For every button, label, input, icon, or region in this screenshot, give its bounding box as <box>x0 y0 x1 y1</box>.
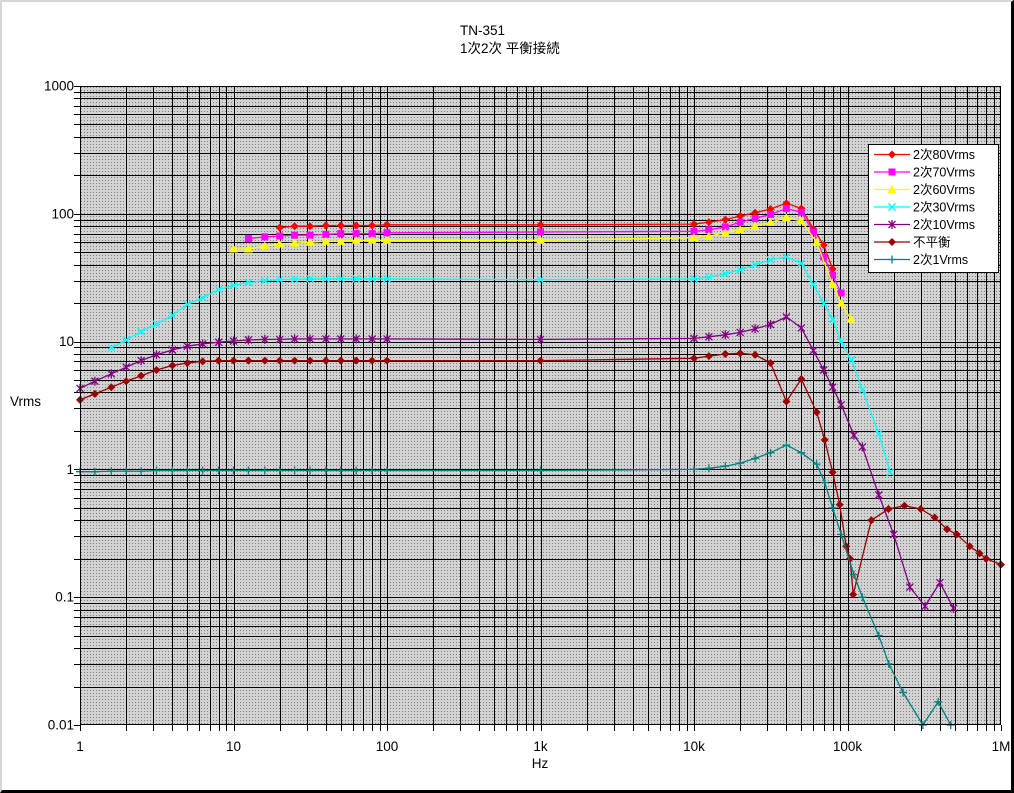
y-tick-1: 1 <box>66 462 74 477</box>
series-6[interactable] <box>76 441 955 729</box>
legend-label-0: 2次80Vrms <box>913 148 975 162</box>
chart-subtitle: 1次2次 平衡接続 <box>460 40 560 56</box>
chart-title: TN-351 <box>460 23 505 38</box>
legend-label-2: 2次60Vrms <box>913 183 975 197</box>
x-axis-label: Hz <box>532 756 549 771</box>
x-tick-100: 100 <box>376 739 399 754</box>
legend-label-6: 2次1Vrms <box>913 253 968 267</box>
legend[interactable]: 2次80Vrms 2次70Vrms 2次60Vrms 2次30Vrms 2次10… <box>868 144 999 273</box>
y-tick-0-1: 0.1 <box>55 590 74 605</box>
x-tick-10k: 10k <box>683 739 705 754</box>
legend-label-5: 不平衡 <box>913 236 951 250</box>
axis-ticks <box>74 86 1002 731</box>
y-tick-10: 10 <box>59 334 74 349</box>
x-tick-1k: 1k <box>533 739 548 754</box>
plot-border <box>80 86 1001 725</box>
legend-label-4: 2次10Vrms <box>913 218 975 232</box>
legend-label-1: 2次70Vrms <box>913 166 975 180</box>
x-tick-1: 1 <box>76 739 84 754</box>
series-4[interactable] <box>76 312 958 613</box>
legend-samples <box>874 150 910 264</box>
series-5[interactable] <box>76 349 1005 599</box>
legend-label-3: 2次30Vrms <box>913 201 975 215</box>
gridlines <box>80 86 1001 725</box>
series-0[interactable] <box>275 199 837 273</box>
x-tick-1M: 1M <box>992 739 1011 754</box>
y-axis-label: Vrms <box>10 394 41 409</box>
data-series[interactable] <box>76 199 1005 729</box>
y-tick-0-01: 0.01 <box>48 718 74 733</box>
y-tick-1000: 1000 <box>44 79 74 94</box>
series-3[interactable] <box>107 252 895 477</box>
series-2[interactable] <box>229 213 856 323</box>
x-tick-100k: 100k <box>833 739 863 754</box>
y-tick-100: 100 <box>51 206 74 221</box>
series-1[interactable] <box>244 205 845 297</box>
plot-area[interactable] <box>80 86 1001 725</box>
x-tick-10: 10 <box>226 739 241 754</box>
